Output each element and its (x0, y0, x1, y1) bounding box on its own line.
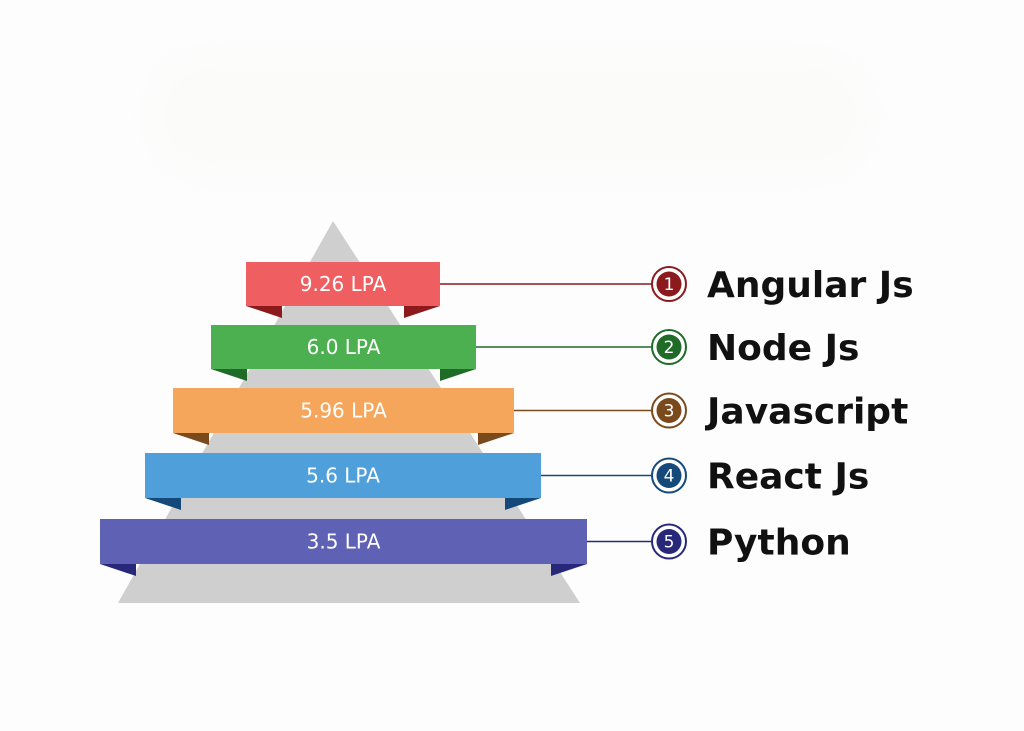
salary-label: 5.6 LPA (306, 464, 380, 488)
technology-name: Node Js (707, 328, 859, 369)
blurred-header-area (150, 55, 870, 175)
band-fold-right (440, 369, 476, 381)
technology-name: React Js (707, 457, 869, 498)
band-fold-left (211, 369, 247, 381)
band-fold-right (404, 306, 440, 318)
technology-name: Angular Js (707, 265, 914, 306)
technology-name: Python (707, 523, 851, 564)
rank-number: 2 (664, 338, 675, 358)
band-fold-left (173, 433, 209, 445)
rank-badge-fill (656, 398, 682, 423)
rank-badge-fill (656, 463, 682, 488)
technology-name: Javascript (704, 392, 908, 433)
rank-number: 1 (664, 275, 675, 295)
band-fold-left (145, 498, 181, 510)
band-fold-right (478, 433, 514, 445)
rank-badge-fill (656, 271, 682, 297)
band-3 (173, 388, 514, 433)
band-2 (211, 325, 476, 369)
salary-label: 6.0 LPA (307, 335, 381, 359)
rank-badge-fill (656, 334, 682, 360)
band-1 (246, 262, 440, 306)
band-fold-left (246, 306, 282, 318)
rank-badge-fill (656, 529, 682, 554)
band-fold-right (505, 498, 541, 510)
salary-label: 3.5 LPA (307, 530, 381, 554)
band-fold-right (551, 564, 587, 576)
band-5 (100, 519, 587, 564)
band-4 (145, 453, 541, 498)
salary-label: 9.26 LPA (300, 272, 387, 296)
salary-label: 5.96 LPA (300, 399, 387, 423)
rank-number: 3 (664, 402, 675, 422)
band-fold-left (100, 564, 136, 576)
rank-number: 4 (664, 467, 675, 487)
rank-number: 5 (664, 533, 675, 553)
